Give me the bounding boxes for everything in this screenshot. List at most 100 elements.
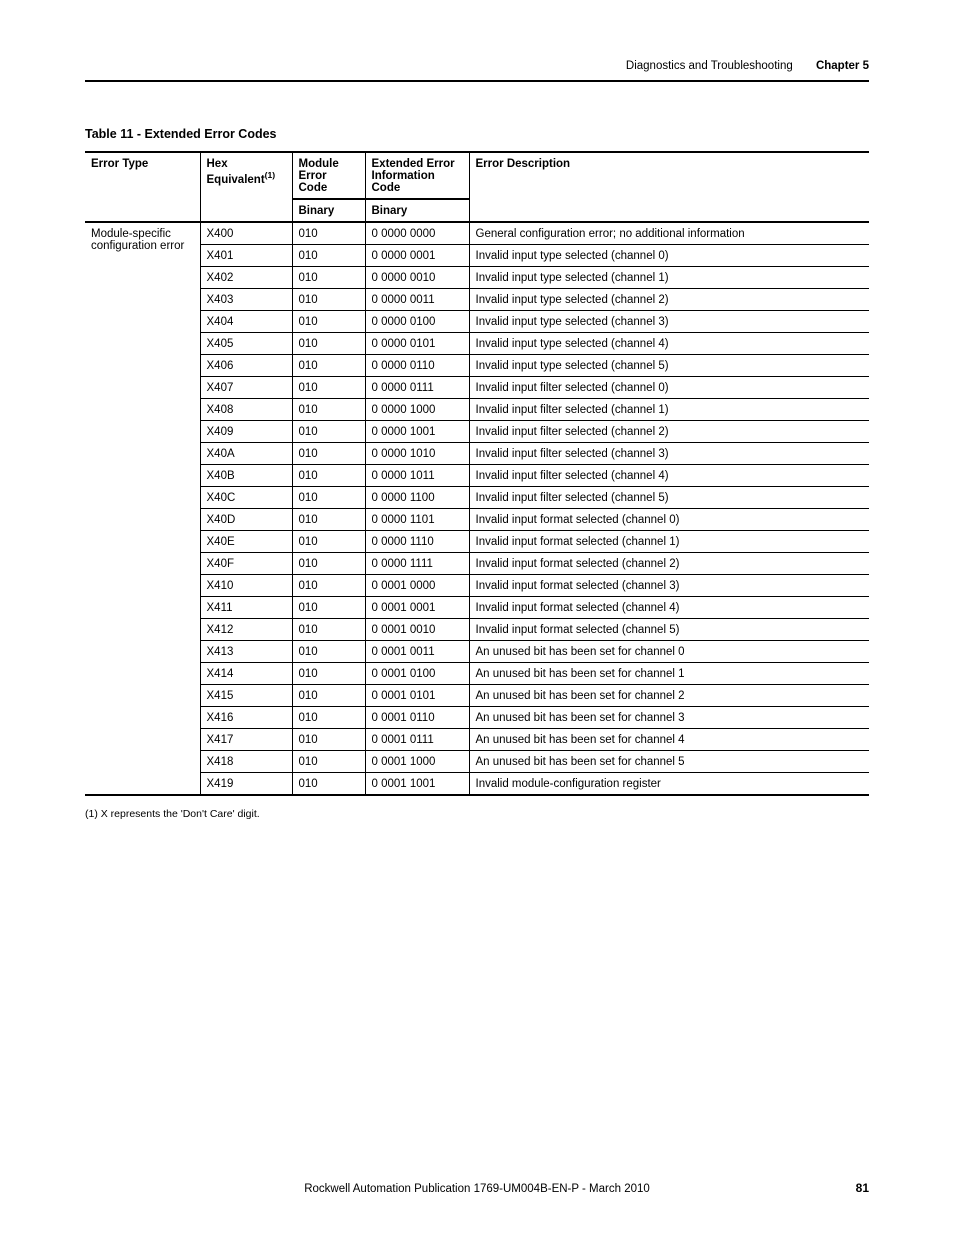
desc-cell: Invalid input format selected (channel 1… — [469, 531, 869, 553]
module-err-cell: 010 — [292, 355, 365, 377]
hex-cell: X409 — [200, 421, 292, 443]
module-err-cell: 010 — [292, 619, 365, 641]
ext-err-cell: 0 0000 0101 — [365, 333, 469, 355]
module-err-cell: 010 — [292, 685, 365, 707]
ext-err-cell: 0 0000 0010 — [365, 267, 469, 289]
col-err-desc: Error Description — [469, 152, 869, 222]
hex-cell: X413 — [200, 641, 292, 663]
table-row: X4050100 0000 0101Invalid input type sel… — [85, 333, 869, 355]
hex-cell: X40A — [200, 443, 292, 465]
desc-cell: Invalid input filter selected (channel 1… — [469, 399, 869, 421]
hex-cell: X40C — [200, 487, 292, 509]
module-err-cell: 010 — [292, 751, 365, 773]
col-module-binary: Binary — [292, 199, 365, 222]
col-hex-equiv-label: Hex Equivalent — [207, 158, 265, 186]
desc-cell: An unused bit has been set for channel 5 — [469, 751, 869, 773]
ext-err-cell: 0 0000 0011 — [365, 289, 469, 311]
ext-err-cell: 0 0001 0011 — [365, 641, 469, 663]
ext-err-cell: 0 0001 0001 — [365, 597, 469, 619]
module-err-cell: 010 — [292, 245, 365, 267]
header-chapter: Chapter 5 — [816, 60, 869, 72]
module-err-cell: 010 — [292, 377, 365, 399]
hex-cell: X408 — [200, 399, 292, 421]
table-row: X40D0100 0000 1101Invalid input format s… — [85, 509, 869, 531]
hex-cell: X407 — [200, 377, 292, 399]
table-row: X40F0100 0000 1111Invalid input format s… — [85, 553, 869, 575]
ext-err-cell: 0 0000 1000 — [365, 399, 469, 421]
desc-cell: An unused bit has been set for channel 2 — [469, 685, 869, 707]
hex-cell: X40D — [200, 509, 292, 531]
footer: Rockwell Automation Publication 1769-UM0… — [85, 1183, 869, 1195]
ext-err-cell: 0 0001 0100 — [365, 663, 469, 685]
desc-cell: Invalid module-configuration register — [469, 773, 869, 796]
desc-cell: Invalid input format selected (channel 5… — [469, 619, 869, 641]
ext-err-cell: 0 0000 0000 — [365, 222, 469, 245]
table-row: X4140100 0001 0100An unused bit has been… — [85, 663, 869, 685]
module-err-cell: 010 — [292, 399, 365, 421]
module-err-cell: 010 — [292, 465, 365, 487]
table-row: X4120100 0001 0010Invalid input format s… — [85, 619, 869, 641]
table-row: Module-specific configuration errorX4000… — [85, 222, 869, 245]
module-err-cell: 010 — [292, 333, 365, 355]
module-err-cell: 010 — [292, 487, 365, 509]
ext-err-cell: 0 0000 0001 — [365, 245, 469, 267]
running-header: Diagnostics and Troubleshooting Chapter … — [85, 60, 869, 82]
hex-cell: X417 — [200, 729, 292, 751]
table-row: X40C0100 0000 1100Invalid input filter s… — [85, 487, 869, 509]
desc-cell: Invalid input format selected (channel 3… — [469, 575, 869, 597]
page: Diagnostics and Troubleshooting Chapter … — [0, 0, 954, 1235]
desc-cell: An unused bit has been set for channel 1 — [469, 663, 869, 685]
module-err-cell: 010 — [292, 222, 365, 245]
footer-publication: Rockwell Automation Publication 1769-UM0… — [304, 1183, 650, 1195]
hex-cell: X402 — [200, 267, 292, 289]
desc-cell: Invalid input type selected (channel 3) — [469, 311, 869, 333]
hex-cell: X400 — [200, 222, 292, 245]
desc-cell: Invalid input type selected (channel 2) — [469, 289, 869, 311]
hex-cell: X412 — [200, 619, 292, 641]
module-err-cell: 010 — [292, 575, 365, 597]
desc-cell: General configuration error; no addition… — [469, 222, 869, 245]
table-row: X4020100 0000 0010Invalid input type sel… — [85, 267, 869, 289]
ext-err-cell: 0 0000 1001 — [365, 421, 469, 443]
hex-cell: X418 — [200, 751, 292, 773]
table-row: X4060100 0000 0110Invalid input type sel… — [85, 355, 869, 377]
module-err-cell: 010 — [292, 641, 365, 663]
table-row: X40B0100 0000 1011Invalid input filter s… — [85, 465, 869, 487]
error-type-cell: Module-specific configuration error — [85, 222, 200, 795]
hex-cell: X404 — [200, 311, 292, 333]
table-row: X4030100 0000 0011Invalid input type sel… — [85, 289, 869, 311]
hex-cell: X415 — [200, 685, 292, 707]
module-err-cell: 010 — [292, 729, 365, 751]
desc-cell: Invalid input format selected (channel 4… — [469, 597, 869, 619]
ext-err-cell: 0 0000 1010 — [365, 443, 469, 465]
table-row: X4040100 0000 0100Invalid input type sel… — [85, 311, 869, 333]
col-error-type: Error Type — [85, 152, 200, 222]
table-row: X4090100 0000 1001Invalid input filter s… — [85, 421, 869, 443]
desc-cell: Invalid input filter selected (channel 4… — [469, 465, 869, 487]
ext-err-cell: 0 0000 0111 — [365, 377, 469, 399]
table-row: X4070100 0000 0111Invalid input filter s… — [85, 377, 869, 399]
desc-cell: An unused bit has been set for channel 3 — [469, 707, 869, 729]
module-err-cell: 010 — [292, 289, 365, 311]
module-err-cell: 010 — [292, 707, 365, 729]
table-row: X4130100 0001 0011An unused bit has been… — [85, 641, 869, 663]
table-body: Module-specific configuration errorX4000… — [85, 222, 869, 795]
ext-err-cell: 0 0000 1110 — [365, 531, 469, 553]
desc-cell: Invalid input type selected (channel 0) — [469, 245, 869, 267]
module-err-cell: 010 — [292, 597, 365, 619]
hex-cell: X40E — [200, 531, 292, 553]
desc-cell: Invalid input type selected (channel 5) — [469, 355, 869, 377]
error-codes-table: Error Type Hex Equivalent(1) Module Erro… — [85, 151, 869, 796]
page-number: 81 — [856, 1181, 869, 1195]
ext-err-cell: 0 0001 1001 — [365, 773, 469, 796]
table-row: X4010100 0000 0001Invalid input type sel… — [85, 245, 869, 267]
module-err-cell: 010 — [292, 443, 365, 465]
module-err-cell: 010 — [292, 267, 365, 289]
hex-cell: X419 — [200, 773, 292, 796]
ext-err-cell: 0 0001 1000 — [365, 751, 469, 773]
module-err-cell: 010 — [292, 421, 365, 443]
col-hex-equiv: Hex Equivalent(1) — [200, 152, 292, 222]
ext-err-cell: 0 0000 0110 — [365, 355, 469, 377]
table-row: X4190100 0001 1001Invalid module-configu… — [85, 773, 869, 796]
ext-err-cell: 0 0000 1011 — [365, 465, 469, 487]
